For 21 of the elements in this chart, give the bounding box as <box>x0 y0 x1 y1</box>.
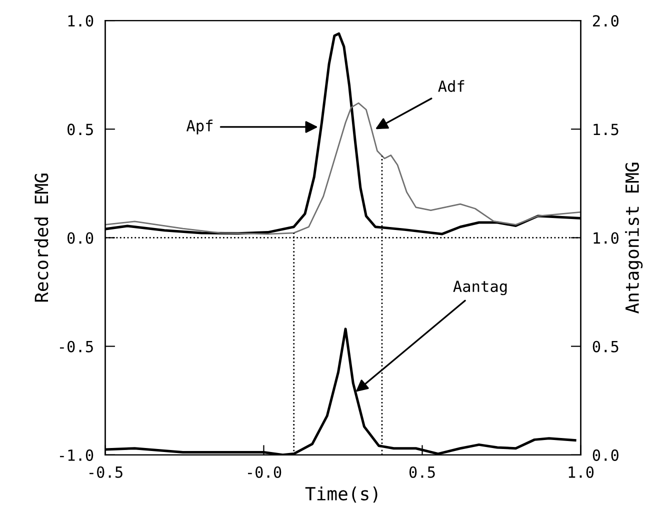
y2-tick-label: 2.0 <box>592 15 618 27</box>
y2-tick-label: 1.5 <box>594 124 618 136</box>
x-tick-label: -0.0 <box>248 466 282 478</box>
y-axis-title: Recorded EMG <box>34 174 48 302</box>
x-tick-label: -0.5 <box>89 466 122 478</box>
x-axis-title: Time(s) <box>305 486 378 503</box>
y2-axis-title: Antagonist EMG <box>625 162 643 314</box>
annotation: Adf <box>438 80 464 92</box>
y2-tick-label: 0.5 <box>592 340 618 352</box>
y2-tick-label: 0.0 <box>592 449 618 461</box>
line-series <box>105 102 581 235</box>
x-tick-label: 0.5 <box>409 466 435 478</box>
y-tick-label: -1.0 <box>60 449 94 461</box>
y2-tick-label: 1.0 <box>594 232 618 244</box>
y-tick-label: 1.0 <box>68 15 94 27</box>
y-tick-label: 0.5 <box>68 124 93 136</box>
annotation: Aantag <box>453 280 507 296</box>
x-tick-label: 1.0 <box>568 466 594 478</box>
annotation: Apf <box>186 120 213 134</box>
y-tick-label: 0.0 <box>68 232 94 244</box>
y-tick-label: -0.5 <box>60 340 93 352</box>
